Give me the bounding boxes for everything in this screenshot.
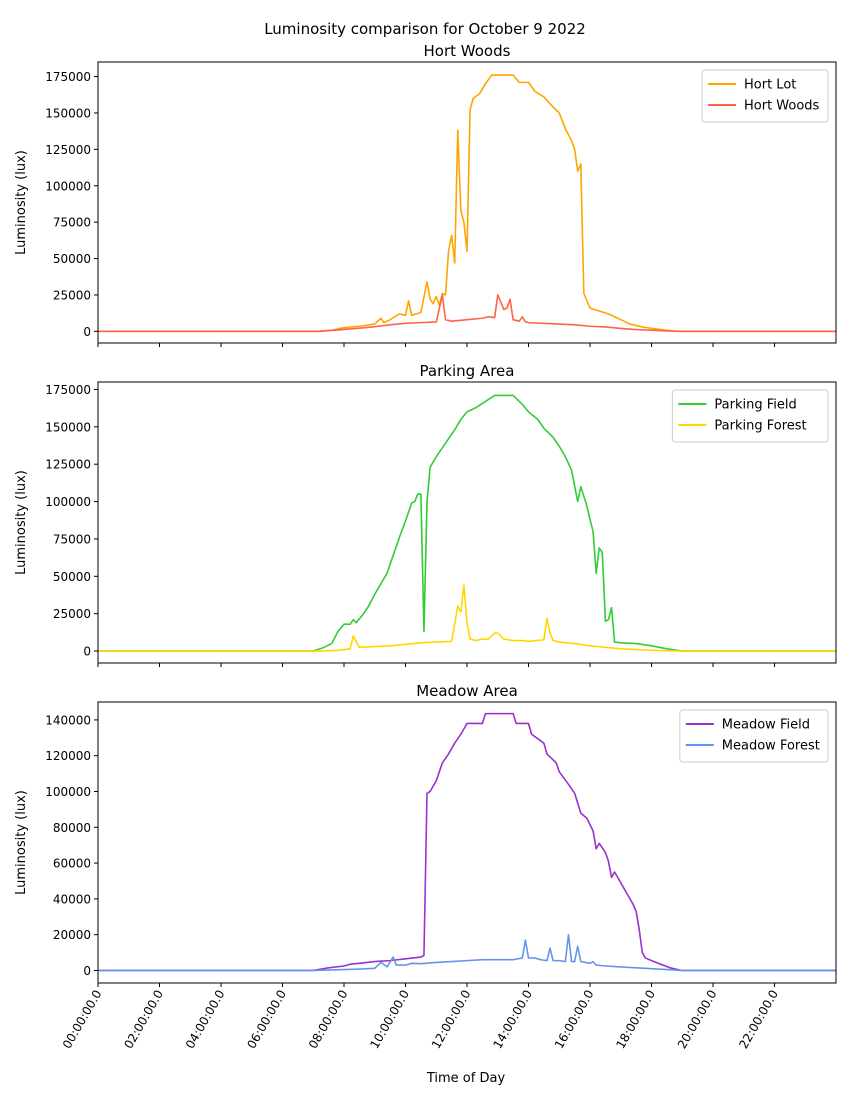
y-tick-label: 0 <box>83 964 91 978</box>
panel-1: Parking Area Luminosity (lux) 0 25000 50000 7… <box>14 362 837 667</box>
plot-frame <box>97 61 837 344</box>
legend-entry: Meadow Forest <box>722 739 820 754</box>
y-tick-label: 100000 <box>45 179 91 193</box>
legend-entry: Hort Woods <box>744 99 820 114</box>
y-tick-label: 0 <box>83 645 91 659</box>
y-tick-label: 100000 <box>45 785 91 799</box>
y-axis-label: Luminosity (lux) <box>14 790 29 895</box>
y-tick-label: 140000 <box>45 713 91 727</box>
legend: Hort Lot Hort Woods <box>701 69 829 123</box>
panel-0: Hort Woods Luminosity (lux) 0 25000 50000 750… <box>14 42 837 347</box>
panel-title: Parking Area <box>420 362 515 380</box>
figure-suptitle: Luminosity comparison for October 9 2022 <box>264 20 586 38</box>
plot-frame <box>97 701 837 984</box>
series-line-meadow-field <box>98 712 836 972</box>
y-tick-label: 150000 <box>45 420 91 434</box>
series-line-parking-forest <box>98 584 836 652</box>
y-tick-label: 75000 <box>53 216 91 230</box>
legend-entry: Parking Forest <box>714 419 806 434</box>
panel-title: Meadow Area <box>416 682 518 700</box>
y-tick-label: 25000 <box>53 607 91 621</box>
series-line-parking-field <box>98 394 836 652</box>
y-tick-label: 125000 <box>45 143 91 157</box>
legend-box <box>679 709 829 763</box>
y-tick-label: 100000 <box>45 495 91 509</box>
y-tick-label: 50000 <box>53 252 91 266</box>
legend-box <box>671 389 829 443</box>
y-tick-label: 25000 <box>53 288 91 302</box>
series-line-hort-lot <box>98 74 836 333</box>
y-tick-label: 40000 <box>53 892 91 906</box>
y-axis-label: Luminosity (lux) <box>14 150 29 255</box>
series-line-meadow-forest <box>98 933 836 972</box>
y-tick-label: 0 <box>83 325 91 339</box>
legend-entry: Meadow Field <box>722 718 810 733</box>
panel-title: Hort Woods <box>424 42 511 60</box>
y-tick-label: 150000 <box>45 106 91 120</box>
y-tick-label: 120000 <box>45 749 91 763</box>
y-tick-label: 125000 <box>45 458 91 472</box>
y-axis-label: Luminosity (lux) <box>14 470 29 575</box>
y-tick-label: 20000 <box>53 928 91 942</box>
series-line-hort-woods <box>98 294 836 333</box>
y-tick-label: 75000 <box>53 532 91 546</box>
y-tick-label: 175000 <box>45 383 91 397</box>
plot-frame <box>97 381 837 664</box>
legend: Parking Field Parking Forest <box>671 389 829 443</box>
y-tick-label: 80000 <box>53 821 91 835</box>
y-tick-label: 175000 <box>45 70 91 84</box>
legend-entry: Hort Lot <box>744 78 796 93</box>
y-tick-label: 50000 <box>53 570 91 584</box>
x-axis-label: Time of Day <box>426 1071 506 1086</box>
legend-entry: Parking Field <box>714 398 796 413</box>
legend: Meadow Field Meadow Forest <box>679 709 829 763</box>
y-tick-label: 60000 <box>53 857 91 871</box>
